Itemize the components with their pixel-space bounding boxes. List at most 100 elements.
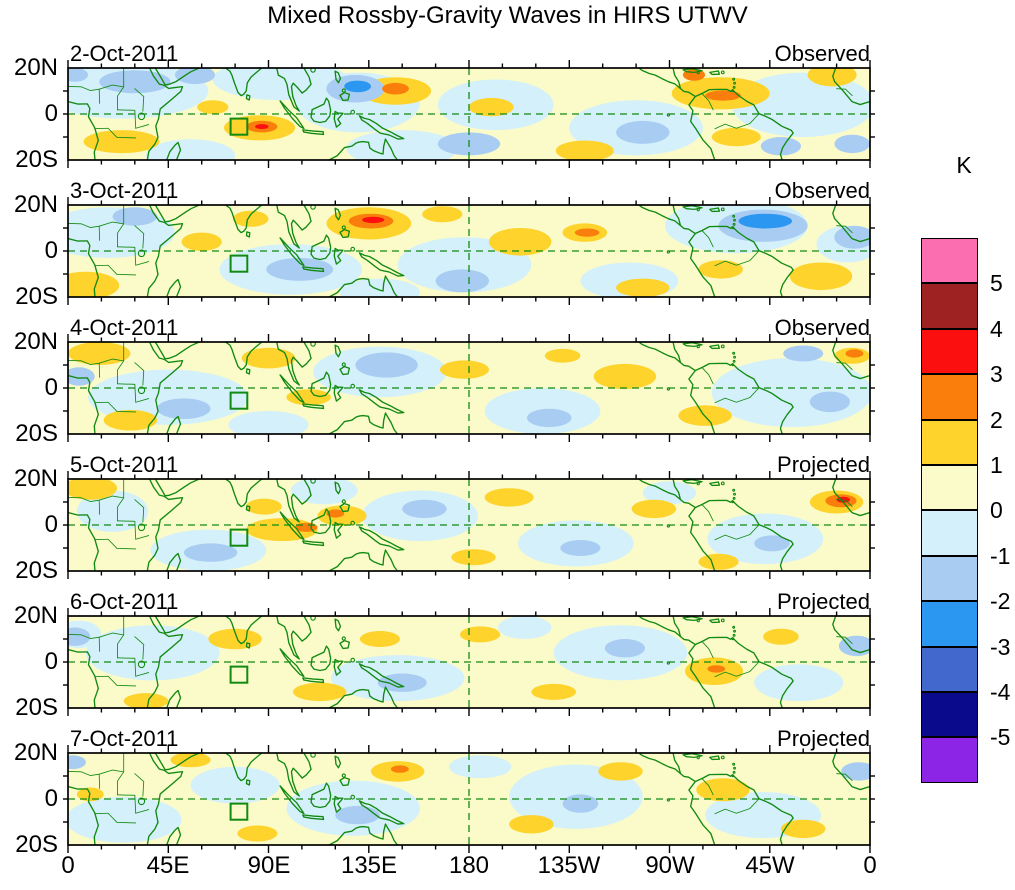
colorbar-segment [921, 601, 978, 647]
anomaly-blob [339, 278, 420, 297]
colorbar-segment [921, 283, 978, 329]
colorbar-tick-label: -1 [990, 542, 1011, 569]
x-tick-label: 0 [61, 852, 75, 879]
anomaly-blob [783, 345, 824, 362]
x-tick-label: 45E [146, 852, 190, 879]
y-tick-label: 20S [15, 420, 58, 447]
anomaly-blob [593, 363, 657, 390]
anomaly-blob [484, 488, 534, 507]
y-tick-label: 0 [44, 374, 58, 401]
y-tick-label: 20N [13, 328, 58, 355]
anomaly-blob [834, 225, 870, 249]
colorbar-segment [921, 238, 978, 284]
x-tick-label: 0 [863, 852, 877, 879]
anomaly-blob [346, 130, 458, 160]
anomaly-blob [123, 693, 169, 708]
axis-ticks [63, 334, 875, 442]
x-tick-label: 135E [340, 852, 398, 879]
colorbar-segment [921, 465, 978, 511]
anomaly-blob [789, 262, 853, 291]
anomaly-blob [763, 628, 799, 645]
colorbar-segment [921, 510, 978, 556]
y-tick-label: 20S [15, 283, 58, 310]
anomaly-blob [631, 499, 677, 519]
anomaly-blob [183, 543, 238, 562]
anomaly-blob [157, 398, 211, 419]
anomaly-blob [809, 391, 851, 413]
anomaly-blob [68, 367, 95, 386]
colorbar-tick-label: 3 [990, 361, 1003, 388]
panel-source-label: Projected [777, 726, 870, 751]
panel-date-label: 2-Oct-2011 [70, 41, 179, 66]
axis-ticks [63, 608, 875, 716]
anomaly-blob [68, 479, 117, 500]
anomaly-blob [616, 120, 670, 144]
y-tick-label: 0 [44, 511, 58, 538]
anomaly-blob [498, 616, 552, 639]
panel-date-label: 3-Oct-2011 [70, 178, 179, 203]
map-panel-6: 7-Oct-2011 Projected 20N 0 20S [14, 726, 875, 858]
colorbar-tick-label: -5 [990, 724, 1011, 751]
anomaly-blob [382, 82, 409, 95]
anomaly-blob [293, 682, 347, 702]
panel-date-label: 4-Oct-2011 [70, 315, 179, 340]
anomaly-blob [451, 549, 496, 566]
anomaly-blob [598, 762, 643, 781]
panel-source-label: Observed [774, 315, 870, 340]
colorbar-segment [921, 374, 978, 420]
figure-title: Mixed Rossby-Gravity Waves in HIRS UTWV [267, 2, 748, 29]
anomaly-blob [181, 232, 222, 251]
anomaly-blob [754, 535, 790, 552]
anomaly-blob [526, 408, 572, 428]
anomaly-blob [738, 213, 792, 229]
colorbar-tick-label: 5 [990, 270, 1003, 297]
target-region-box [229, 254, 249, 273]
anomaly-blob [469, 97, 514, 117]
anomaly-blob [531, 683, 576, 700]
anomaly-blob [574, 228, 600, 237]
map-area [68, 616, 870, 708]
anomaly-blob [197, 100, 229, 114]
x-tick-label: 90W [645, 852, 695, 879]
anomaly-blob [760, 137, 802, 156]
x-tick-label: 135W [537, 852, 601, 879]
y-tick-label: 20N [13, 54, 58, 81]
anomaly-blob [85, 625, 220, 681]
panel-date-label: 7-Oct-2011 [70, 726, 179, 751]
colorbar-segment [921, 419, 978, 465]
anomaly-blob [435, 269, 489, 293]
axis-ticks [63, 197, 875, 305]
map-panel-5: 6-Oct-2011 Projected 20N 0 20S [14, 589, 875, 721]
anomaly-blob [266, 257, 334, 281]
panel-source-label: Observed [774, 178, 870, 203]
y-tick-label: 20S [15, 694, 58, 721]
anomaly-blob [422, 206, 463, 223]
map-area [68, 479, 870, 571]
anomaly-blob [68, 755, 86, 770]
target-region-box [229, 665, 249, 684]
colorbar-tick-label: -2 [990, 588, 1011, 615]
anomaly-blob [705, 90, 741, 101]
y-tick-label: 20S [15, 146, 58, 173]
axis-ticks [63, 471, 875, 579]
anomaly-blob [560, 540, 601, 556]
anomaly-blob [359, 631, 400, 647]
anomaly-blob [780, 819, 826, 839]
map-panel-4: 5-Oct-2011 Projected 20N 0 20S [14, 452, 875, 584]
anomaly-blob [616, 278, 670, 297]
anomaly-blob [190, 766, 280, 804]
colorbar-unit-label: K [956, 152, 972, 178]
anomaly-blob [99, 70, 171, 94]
x-tick-label: 180 [448, 852, 490, 879]
anomaly-blob [246, 498, 282, 515]
colorbar-tick-label: 2 [990, 406, 1003, 433]
anomaly-blob [838, 635, 870, 657]
anomaly-blob [460, 626, 501, 643]
colorbar-segment [921, 737, 978, 783]
anomaly-blob [448, 755, 512, 779]
anomaly-blob [255, 124, 269, 130]
map-area [68, 342, 870, 434]
anomaly-blob [68, 68, 89, 82]
x-tick-label: 90E [247, 852, 291, 879]
colorbar-tick-label: -4 [990, 679, 1011, 705]
